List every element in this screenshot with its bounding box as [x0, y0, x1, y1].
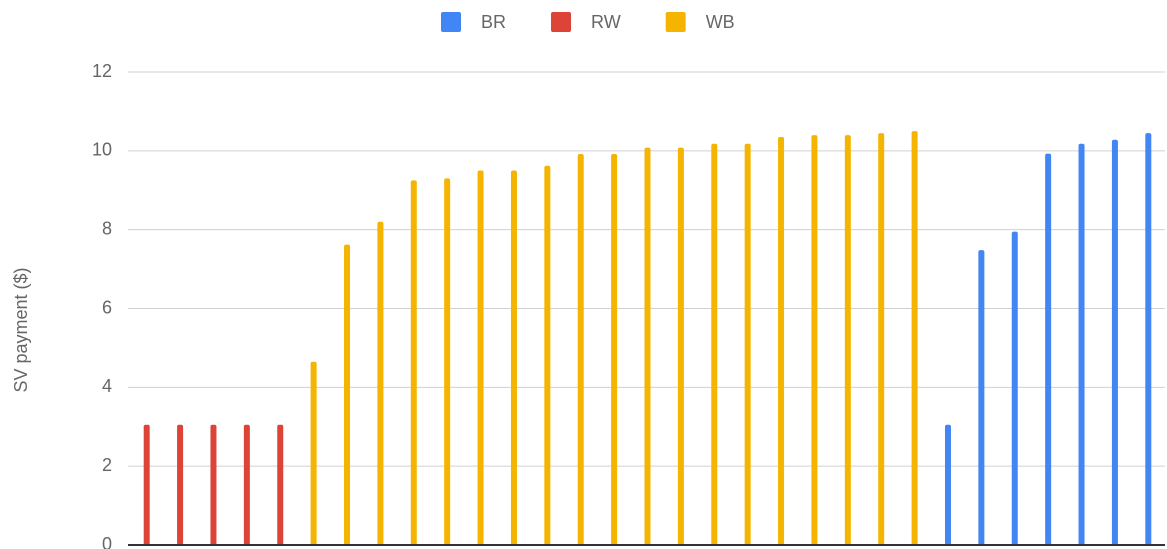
- bar: [477, 170, 484, 545]
- bar: [544, 165, 551, 546]
- bar: [577, 153, 584, 545]
- bar: [210, 424, 217, 545]
- bar: [744, 143, 751, 545]
- bar: [1078, 143, 1085, 545]
- y-tick-label: 0: [102, 534, 112, 549]
- bar: [1111, 139, 1118, 545]
- bar: [978, 250, 985, 545]
- bar: [310, 361, 317, 545]
- bar: [844, 135, 851, 546]
- y-axis-label: SV payment ($): [11, 267, 31, 392]
- bar: [410, 180, 417, 546]
- bar: [510, 170, 517, 545]
- legend-label: RW: [591, 12, 621, 32]
- bar: [377, 221, 384, 546]
- bar: [344, 244, 351, 545]
- legend-label: BR: [481, 12, 506, 32]
- bar: [677, 147, 684, 545]
- bar: [277, 424, 284, 545]
- legend-swatch: [551, 12, 572, 32]
- y-tick-label: 8: [102, 218, 112, 238]
- bar: [878, 133, 885, 546]
- bar: [243, 424, 250, 545]
- bar: [644, 147, 651, 545]
- bar: [143, 424, 150, 545]
- legend-swatch: [665, 12, 686, 32]
- legend-label: WB: [706, 12, 735, 32]
- bar: [711, 143, 718, 545]
- bar: [1145, 133, 1152, 546]
- y-tick-label: 4: [102, 376, 112, 396]
- y-tick-label: 2: [102, 455, 112, 475]
- y-tick-label: 10: [92, 140, 112, 160]
- bar: [811, 135, 818, 546]
- bar: [611, 153, 618, 545]
- bar: [1045, 153, 1052, 545]
- legend-swatch: [441, 12, 461, 32]
- bar: [444, 178, 451, 546]
- y-tick-label: 12: [92, 61, 112, 81]
- bar: [778, 137, 785, 545]
- bar: [944, 424, 951, 545]
- bar: [911, 131, 918, 545]
- y-tick-label: 6: [102, 297, 112, 317]
- bar: [1011, 231, 1018, 545]
- bar: [177, 424, 184, 545]
